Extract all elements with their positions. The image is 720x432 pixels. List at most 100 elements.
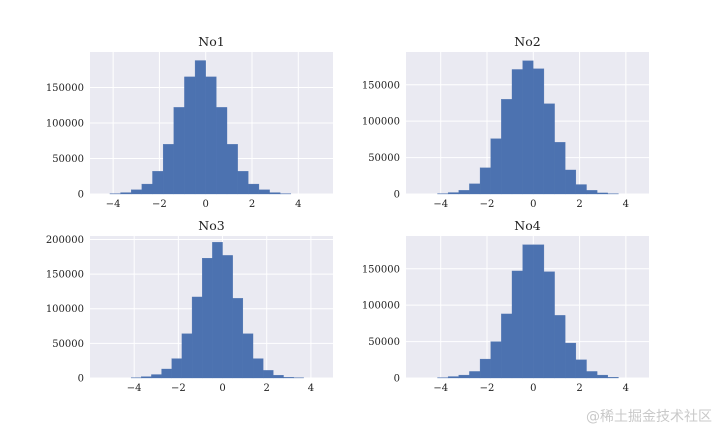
x-tick-label: 0	[530, 199, 536, 210]
subplot-1: −4 −2 0 2 4 0 50000 100000 150000 No1	[46, 34, 333, 210]
histogram-bar	[469, 183, 481, 195]
histogram-bar	[469, 371, 481, 379]
x-tick-label: 4	[623, 383, 629, 394]
histogram-bar	[501, 99, 513, 195]
subplot-3: −4 −2 0 2 4 0 50000 100000 150000 200000 No3	[46, 218, 333, 394]
histogram-bar	[151, 374, 162, 379]
histogram-bar	[447, 376, 459, 379]
y-tick-label: 50000	[52, 154, 84, 165]
x-tick-label: −2	[171, 383, 186, 394]
histogram-bar	[511, 69, 523, 195]
histogram-bar	[522, 60, 534, 195]
histogram-bar	[269, 192, 281, 195]
histogram-bar	[458, 374, 470, 379]
histogram-bar	[131, 189, 142, 195]
x-tick-label: 0	[219, 383, 225, 394]
histogram-bar	[226, 144, 238, 195]
histogram-bar	[216, 107, 228, 195]
histogram-bar	[565, 169, 577, 195]
y-tick-label: 0	[394, 190, 400, 201]
histogram-bar	[490, 138, 502, 195]
histogram-bar	[212, 242, 223, 379]
y-tick-label: 50000	[368, 337, 400, 348]
histogram-bar	[533, 244, 545, 379]
x-tick-label: 0	[530, 383, 536, 394]
y-tick-label: 100000	[362, 301, 400, 312]
histogram-bar	[232, 298, 244, 379]
subplot-title: No2	[514, 34, 540, 49]
x-tick-label: 4	[623, 199, 629, 210]
histogram-bar	[575, 184, 587, 195]
histogram-bar	[543, 271, 555, 379]
histogram-bar	[490, 341, 502, 379]
subplot-title: No4	[514, 218, 540, 233]
subplot-title: No3	[198, 218, 224, 233]
y-tick-label: 50000	[368, 153, 400, 164]
x-tick-label: −4	[127, 383, 142, 394]
histogram-bar	[575, 359, 587, 379]
histogram-bar	[258, 189, 270, 195]
histogram-bar	[152, 171, 164, 195]
histogram-bar	[554, 142, 566, 195]
histogram-bar	[237, 171, 249, 195]
histogram-bar	[458, 190, 470, 195]
histogram-bar	[554, 315, 566, 379]
histogram-bar	[205, 76, 217, 195]
histogram-bar	[181, 333, 193, 379]
histogram-bar	[511, 270, 523, 379]
histogram-bar	[222, 255, 233, 379]
y-tick-label: 100000	[362, 117, 400, 128]
histogram-bar	[273, 375, 284, 379]
histogram-bar	[194, 60, 206, 195]
y-tick-label: 100000	[46, 304, 84, 315]
x-tick-label: −4	[106, 199, 121, 210]
x-tick-label: 2	[264, 383, 270, 394]
x-tick-label: −2	[480, 199, 495, 210]
histogram-bar	[565, 342, 577, 379]
x-tick-label: −2	[480, 383, 495, 394]
histogram-bar	[202, 258, 213, 379]
histogram-bar	[533, 68, 545, 195]
histogram-bar	[543, 103, 555, 195]
histogram-bar	[597, 192, 608, 195]
y-tick-label: 150000	[362, 80, 400, 91]
x-tick-label: 2	[249, 199, 255, 210]
y-tick-label: 0	[394, 374, 400, 385]
histogram-bar	[171, 358, 183, 379]
histogram-bar	[479, 358, 491, 379]
x-tick-label: 0	[203, 199, 209, 210]
subplot-4: −4 −2 0 2 4 0 50000 100000 150000 No4	[362, 218, 649, 394]
histogram-bar	[607, 377, 619, 379]
histogram-bar	[586, 190, 598, 195]
histogram-bar	[161, 368, 172, 379]
subplot-2: −4 −2 0 2 4 0 50000 100000 150000 No2	[362, 34, 649, 210]
histogram-bar	[162, 144, 174, 195]
x-tick-label: 2	[576, 383, 582, 394]
histogram-bar	[252, 358, 264, 379]
histogram-bar	[447, 192, 459, 195]
histogram-bar	[120, 192, 132, 195]
histogram-bar	[184, 76, 196, 195]
x-tick-label: 4	[308, 383, 314, 394]
histogram-bar	[141, 183, 153, 195]
histogram-bar	[597, 374, 608, 379]
histogram-bar	[283, 377, 294, 379]
watermark: @稀土掘金技术社区	[586, 409, 712, 425]
x-tick-label: 4	[295, 199, 301, 210]
y-tick-label: 0	[78, 190, 84, 201]
x-tick-label: −2	[152, 199, 167, 210]
y-tick-label: 50000	[52, 339, 84, 350]
histogram-bar	[242, 333, 254, 379]
histogram-bar	[263, 370, 274, 379]
histogram-bar	[479, 167, 491, 195]
histogram-bar	[586, 371, 598, 379]
histogram-bar	[248, 183, 260, 195]
histogram-bar	[173, 107, 185, 195]
y-tick-label: 100000	[46, 119, 84, 130]
y-tick-label: 150000	[46, 270, 84, 281]
y-tick-label: 0	[78, 374, 84, 385]
histogram-bar	[522, 244, 534, 379]
histogram-bar	[141, 376, 152, 379]
x-tick-label: −4	[433, 383, 448, 394]
